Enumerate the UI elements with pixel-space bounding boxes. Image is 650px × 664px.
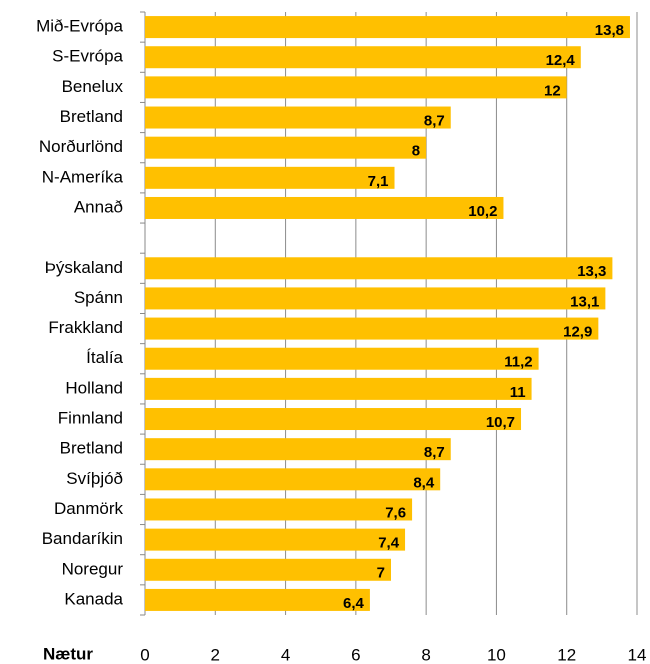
bar [145,287,606,310]
value-label: 13,1 [570,293,599,310]
x-tick-label: 0 [140,645,149,664]
x-tick-label: 10 [487,645,506,664]
value-label: 12,4 [546,52,576,69]
bar [145,106,451,129]
value-label: 8,4 [413,474,435,491]
value-label: 8,7 [424,112,445,129]
value-label: 11 [510,384,526,401]
bar [145,317,599,340]
bar [145,166,395,189]
y-tick-label: Spánn [74,288,123,307]
y-tick-label: Bretland [60,107,123,126]
value-label: 7,4 [378,535,400,552]
bar [145,588,370,611]
bar [145,377,532,400]
y-tick-label: Bretland [60,439,123,458]
y-tick-label: Mið-Evrópa [36,17,123,36]
y-tick-label: Frakkland [48,318,123,337]
value-label: 7,1 [368,173,389,190]
value-label: 12 [544,82,561,99]
y-tick-label: Bandaríkin [42,529,123,548]
y-tick-label: N-Ameríka [42,167,124,186]
y-tick-label: Þýskaland [45,258,123,277]
x-tick-label: 4 [281,645,290,664]
x-tick-label: 6 [351,645,360,664]
y-tick-label: Annað [74,197,123,216]
value-label: 10,2 [468,203,497,220]
bar [145,46,581,69]
y-tick-label: Benelux [62,77,124,96]
bar [145,136,427,159]
bar [145,347,539,370]
y-tick-label: S-Evrópa [52,47,123,66]
y-tick-label: Norðurlönd [39,137,123,156]
y-tick-label: Holland [65,378,123,397]
bar [145,438,451,461]
value-label: 8 [412,143,420,160]
y-tick-label: Noregur [62,559,124,578]
bar [145,196,504,219]
value-label: 7 [377,565,385,582]
value-label: 13,3 [577,263,606,280]
bar [145,76,567,99]
y-tick-label: Svíþjóð [66,469,123,488]
y-tick-label: Ítalía [86,348,123,367]
bar [145,498,413,521]
value-label: 12,9 [563,324,592,341]
x-tick-label: 14 [628,645,647,664]
x-tick-label: 8 [421,645,430,664]
value-label: 13,8 [595,22,624,39]
value-label: 10,7 [486,414,515,431]
value-label: 11,2 [504,354,532,371]
y-tick-label: Finnland [58,409,123,428]
x-tick-label: 12 [557,645,576,664]
value-label: 7,6 [385,504,406,521]
bar [145,468,441,491]
x-tick-label: 2 [211,645,220,664]
bar [145,408,522,431]
bar [145,257,613,280]
bar [145,528,406,551]
bar [145,16,630,39]
y-tick-label: Kanada [64,589,123,608]
value-label: 6,4 [343,595,365,612]
x-axis-label: Nætur [43,644,93,663]
value-label: 8,7 [424,444,445,461]
y-tick-label: Danmörk [54,499,123,518]
bar [145,558,391,581]
